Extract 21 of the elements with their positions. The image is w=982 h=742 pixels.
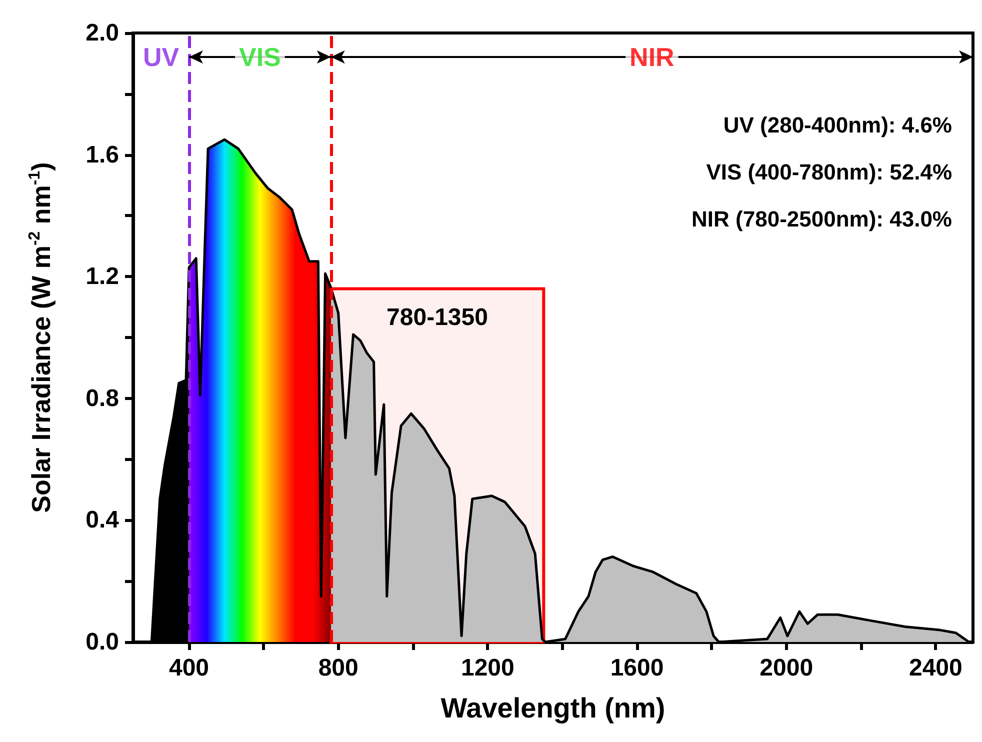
y-tick-label: 0.8 [86, 384, 119, 412]
x-tick-label: 2000 [760, 654, 814, 682]
y-tick-label: 0.4 [86, 506, 120, 534]
y-tick-label: 0.0 [86, 628, 119, 656]
annotation: NIR [630, 42, 675, 72]
annotation: UV (280-400nm): 4.6% [723, 112, 952, 138]
y-tick-label: 2.0 [86, 20, 119, 46]
y-tick-label: 1.2 [86, 263, 119, 290]
x-tick-label: 1200 [460, 654, 514, 682]
x-tick-label: 800 [318, 654, 358, 682]
x-tick-label: 2400 [908, 654, 962, 682]
annotation: VIS (400-780nm): 52.4% [706, 160, 952, 184]
band-label: 780-1350 [386, 304, 488, 331]
annotation: UV [142, 42, 180, 72]
annotation: VIS [238, 42, 281, 72]
y-tick-label: 1.6 [86, 141, 119, 168]
x-axis-title: Wavelength (nm) [440, 692, 666, 724]
annotation: NIR (780-2500nm): 43.0% [692, 206, 952, 232]
x-tick-label: 400 [168, 654, 210, 682]
y-axis-title: Solar Irradiance (W m-2 nm-1) [26, 162, 56, 513]
x-tick-label: 1600 [610, 654, 664, 682]
